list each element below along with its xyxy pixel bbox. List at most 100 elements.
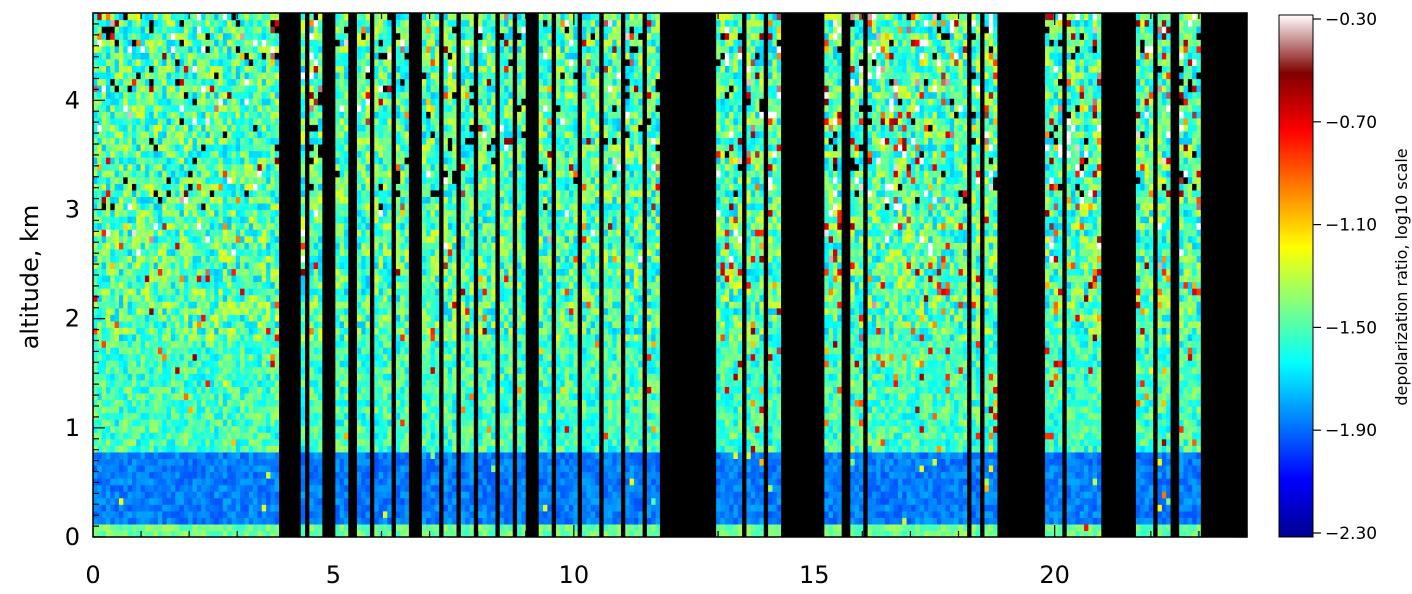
heatmap-cell bbox=[318, 137, 323, 145]
heatmap-cell bbox=[166, 52, 172, 60]
heatmap-cell bbox=[253, 301, 259, 309]
heatmap-cell bbox=[105, 517, 111, 525]
heatmap-cell bbox=[292, 523, 297, 532]
heatmap-cell bbox=[218, 19, 224, 27]
heatmap-cell bbox=[296, 248, 302, 256]
heatmap-cell bbox=[244, 222, 250, 230]
heatmap-cell bbox=[153, 65, 159, 73]
heatmap-cell bbox=[339, 65, 345, 73]
heatmap-cell bbox=[279, 150, 285, 158]
heatmap-cell bbox=[222, 26, 228, 34]
heatmap-cell bbox=[266, 327, 272, 335]
heatmap-cell bbox=[248, 104, 254, 112]
heatmap-cell bbox=[101, 288, 107, 296]
heatmap-cell bbox=[144, 222, 150, 230]
heatmap-cell bbox=[201, 373, 207, 381]
heatmap-cell bbox=[162, 71, 168, 80]
heatmap-cell bbox=[348, 111, 354, 119]
heatmap-cell bbox=[318, 209, 323, 217]
heatmap-cell bbox=[175, 412, 181, 420]
heatmap-cell bbox=[343, 163, 349, 171]
heatmap-cell bbox=[218, 130, 224, 139]
heatmap-cell bbox=[235, 517, 241, 525]
heatmap-cell bbox=[188, 523, 194, 532]
heatmap-cell bbox=[192, 130, 198, 139]
heatmap-cell bbox=[300, 32, 306, 40]
heatmap-cell bbox=[309, 170, 315, 178]
heatmap-cell bbox=[240, 176, 246, 184]
heatmap-cell bbox=[162, 419, 168, 427]
heatmap-cell bbox=[322, 19, 328, 27]
heatmap-cell bbox=[166, 104, 172, 112]
heatmap-cell bbox=[123, 65, 129, 73]
heatmap-cell bbox=[331, 406, 336, 414]
heatmap-cell bbox=[296, 399, 302, 407]
heatmap-cell bbox=[170, 327, 176, 335]
heatmap-cell bbox=[222, 78, 228, 86]
heatmap-cell bbox=[123, 196, 129, 204]
heatmap-cell bbox=[318, 491, 323, 499]
heatmap-cell bbox=[266, 85, 272, 93]
heatmap-cell bbox=[131, 157, 137, 165]
heatmap-cell bbox=[157, 170, 163, 178]
heatmap-cell bbox=[335, 111, 341, 119]
heatmap-cell bbox=[175, 144, 181, 152]
heatmap-cell bbox=[227, 275, 233, 283]
heatmap-cell bbox=[183, 85, 189, 93]
heatmap-cell bbox=[266, 497, 272, 505]
heatmap-cell bbox=[144, 504, 150, 512]
heatmap-cell bbox=[162, 104, 168, 112]
heatmap-cell bbox=[136, 451, 142, 459]
heatmap-cell bbox=[322, 144, 328, 152]
heatmap-cell bbox=[253, 202, 259, 211]
heatmap-cell bbox=[162, 19, 168, 27]
heatmap-cell bbox=[331, 268, 336, 276]
heatmap-cell bbox=[205, 242, 211, 250]
heatmap-cell bbox=[140, 294, 146, 302]
heatmap-cell bbox=[253, 157, 259, 165]
heatmap-cell bbox=[287, 392, 293, 401]
heatmap-cell bbox=[140, 71, 146, 80]
heatmap-cell bbox=[309, 163, 315, 171]
heatmap-cell bbox=[179, 386, 185, 394]
heatmap-cell bbox=[253, 294, 259, 302]
heatmap-cell bbox=[114, 275, 120, 283]
heatmap-cell bbox=[313, 373, 319, 381]
heatmap-cell bbox=[309, 91, 315, 99]
heatmap-cell bbox=[188, 130, 194, 139]
heatmap-cell bbox=[331, 183, 336, 191]
heatmap-cell bbox=[136, 379, 142, 387]
heatmap-cell bbox=[118, 117, 124, 125]
heatmap-cell bbox=[266, 19, 272, 27]
heatmap-cell bbox=[170, 32, 176, 40]
heatmap-cell bbox=[257, 235, 263, 243]
heatmap-cell bbox=[248, 98, 254, 106]
heatmap-cell bbox=[101, 366, 107, 374]
heatmap-cell bbox=[205, 45, 211, 53]
heatmap-cell bbox=[326, 366, 332, 374]
heatmap-cell bbox=[283, 91, 289, 99]
heatmap-cell bbox=[183, 399, 189, 407]
heatmap-cell bbox=[118, 144, 124, 152]
heatmap-cell bbox=[352, 432, 358, 440]
heatmap-cell bbox=[118, 137, 124, 145]
heatmap-cell bbox=[283, 294, 289, 302]
heatmap-cell bbox=[335, 399, 341, 407]
heatmap-cell bbox=[326, 406, 332, 414]
heatmap-cell bbox=[244, 189, 250, 197]
heatmap-cell bbox=[309, 510, 315, 518]
heatmap-cell bbox=[201, 288, 207, 296]
heatmap-cell bbox=[343, 26, 349, 34]
heatmap-cell bbox=[149, 445, 155, 453]
heatmap-cell bbox=[179, 65, 185, 73]
heatmap-cell bbox=[222, 19, 228, 27]
heatmap-cell bbox=[326, 392, 332, 401]
heatmap-cell bbox=[335, 209, 341, 217]
heatmap-cell bbox=[227, 157, 233, 165]
heatmap-cell bbox=[348, 229, 354, 237]
heatmap-cell bbox=[127, 78, 133, 86]
heatmap-cell bbox=[296, 52, 302, 60]
heatmap-cell bbox=[231, 26, 237, 34]
heatmap-cell bbox=[343, 412, 349, 420]
heatmap-cell bbox=[318, 347, 323, 355]
